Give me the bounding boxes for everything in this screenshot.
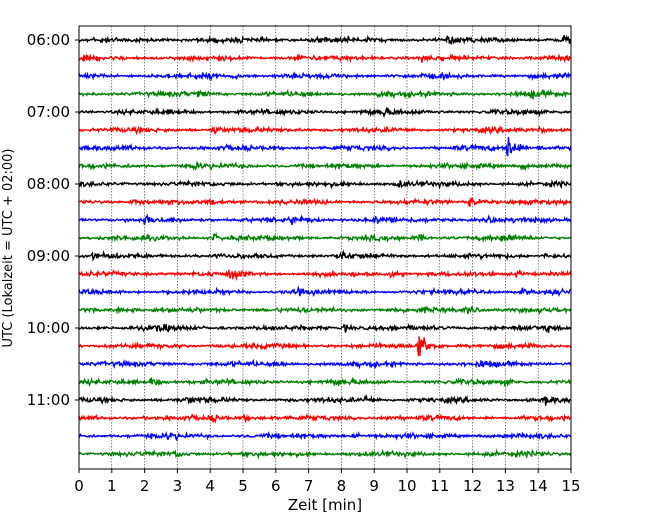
trace-line [78, 305, 572, 315]
x-tick-label: 4 [205, 477, 215, 495]
x-tick-label: 10 [397, 477, 416, 495]
trace-line [78, 232, 572, 244]
plot-background [79, 26, 571, 469]
y-tick-label: 06:00 [27, 31, 70, 49]
x-tick-label: 13 [496, 477, 515, 495]
trace-line [78, 88, 572, 100]
x-tick-label: 0 [74, 477, 84, 495]
trace-line [78, 34, 572, 45]
x-gridlines [111, 26, 539, 469]
trace-line [78, 178, 572, 190]
x-tick-label: 11 [430, 477, 449, 495]
y-tick-label: 10:00 [27, 319, 70, 337]
y-tick-label: 09:00 [27, 247, 70, 265]
x-axis-ticks: 0 1 2 3 4 5 6 7 8 9 10 11 12 13 14 15 [74, 469, 581, 495]
trace-line [78, 336, 572, 356]
y-axis-label: UTC (Lokalzeit = UTC + 02:00) [1, 149, 16, 348]
x-tick-label: 7 [304, 477, 314, 495]
trace-line [78, 376, 572, 388]
trace-line [78, 430, 572, 442]
trace-line [78, 125, 572, 136]
trace-line [78, 196, 572, 207]
y-tick-label: 08:00 [27, 175, 70, 193]
x-tick-label: 6 [271, 477, 281, 495]
x-axis-label: Zeit [min] [288, 496, 362, 514]
x-tick-label: 9 [369, 477, 379, 495]
y-tick-label: 11:00 [27, 391, 70, 409]
trace-line [78, 285, 572, 298]
trace-line [78, 52, 572, 64]
traces [78, 34, 572, 460]
trace-line [78, 71, 572, 82]
plot-frame [78, 25, 572, 470]
trace-line [78, 137, 572, 157]
x-tick-label: 12 [463, 477, 482, 495]
trace-line [78, 322, 572, 334]
trace-line [78, 393, 572, 406]
trace-line [78, 412, 572, 424]
y-tick-label: 07:00 [27, 103, 70, 121]
x-tick-label: 3 [173, 477, 183, 495]
trace-line [78, 269, 572, 282]
trace-line [78, 448, 572, 460]
trace-line [78, 358, 572, 370]
x-tick-label: 2 [140, 477, 150, 495]
x-tick-label: 5 [238, 477, 248, 495]
x-tick-label: 15 [561, 477, 580, 495]
trace-line [78, 213, 572, 226]
trace-line [78, 160, 572, 172]
x-tick-label: 1 [107, 477, 117, 495]
trace-line [78, 107, 572, 119]
x-tick-label: 14 [529, 477, 548, 495]
trace-line [78, 249, 572, 262]
x-tick-label: 8 [337, 477, 347, 495]
y-axis-ticks: 06:00 07:00 08:00 09:00 10:00 11:00 [27, 31, 79, 409]
